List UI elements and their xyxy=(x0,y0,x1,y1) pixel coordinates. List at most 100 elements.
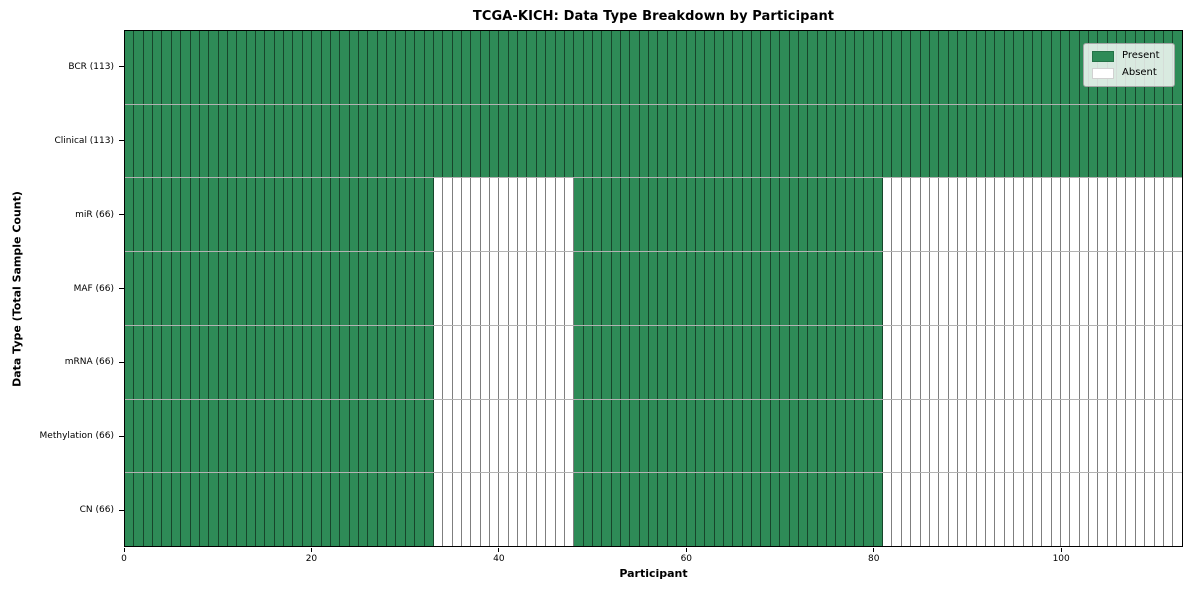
matrix-cell-absent xyxy=(939,473,949,547)
matrix-cell-absent xyxy=(920,178,930,252)
matrix-cell-absent xyxy=(911,399,921,473)
matrix-cell-absent xyxy=(892,252,902,325)
matrix-cell-present xyxy=(611,31,622,104)
matrix-cell-present xyxy=(302,325,313,399)
matrix-cell-absent xyxy=(1014,252,1024,325)
matrix-cell-absent xyxy=(433,252,444,325)
matrix-cell-absent xyxy=(1098,399,1108,473)
matrix-cell-present xyxy=(649,31,659,104)
matrix-cell-absent xyxy=(1042,178,1052,252)
matrix-cell-absent xyxy=(1051,473,1061,547)
matrix-cell-present xyxy=(808,31,818,104)
matrix-cell-present xyxy=(883,31,893,104)
matrix-cell-present xyxy=(621,104,631,178)
matrix-cell-absent xyxy=(508,399,519,473)
matrix-cell-present xyxy=(583,473,593,547)
matrix-cell-present xyxy=(864,178,874,252)
matrix-cell-present xyxy=(284,31,294,104)
matrix-cell-absent xyxy=(1032,178,1043,252)
matrix-cell-present xyxy=(592,104,603,178)
matrix-cell-present xyxy=(733,178,743,252)
matrix-cell-present xyxy=(256,252,266,325)
matrix-cell-present xyxy=(302,178,313,252)
matrix-cell-absent xyxy=(471,399,481,473)
matrix-cell-present xyxy=(405,325,416,399)
matrix-cell-absent xyxy=(995,473,1005,547)
matrix-cell-present xyxy=(677,325,687,399)
matrix-cell-present xyxy=(929,104,940,178)
matrix-cell-absent xyxy=(1060,325,1071,399)
datatype-row xyxy=(125,325,1182,400)
matrix-cell-present xyxy=(321,104,331,178)
matrix-cell-present xyxy=(808,178,818,252)
matrix-cell-present xyxy=(518,31,528,104)
matrix-cell-absent xyxy=(1107,252,1118,325)
matrix-cell-absent xyxy=(1042,325,1052,399)
matrix-cell-absent xyxy=(883,399,893,473)
matrix-cell-present xyxy=(752,473,762,547)
matrix-cell-present xyxy=(574,399,584,473)
matrix-cell-present xyxy=(125,178,135,252)
matrix-cell-present xyxy=(368,104,378,178)
matrix-cell-absent xyxy=(1135,252,1146,325)
matrix-cell-absent xyxy=(1004,473,1015,547)
matrix-cell-absent xyxy=(490,325,500,399)
matrix-cell-present xyxy=(265,473,275,547)
matrix-cell-present xyxy=(602,104,612,178)
matrix-cell-present xyxy=(256,178,266,252)
matrix-cell-present xyxy=(752,325,762,399)
matrix-cell-present xyxy=(630,178,640,252)
matrix-cell-present xyxy=(143,178,154,252)
matrix-cell-absent xyxy=(1032,325,1043,399)
matrix-cell-present xyxy=(293,473,303,547)
matrix-cell-present xyxy=(658,104,668,178)
y-tick-label: MAF (66) xyxy=(73,283,114,294)
matrix-cell-present xyxy=(190,473,200,547)
matrix-cell-absent xyxy=(948,252,958,325)
matrix-cell-present xyxy=(358,31,369,104)
matrix-cell-present xyxy=(387,473,397,547)
matrix-cell-present xyxy=(396,473,406,547)
matrix-cell-present xyxy=(686,473,696,547)
matrix-cell-absent xyxy=(1089,473,1099,547)
matrix-cell-absent xyxy=(976,473,987,547)
matrix-cell-present xyxy=(162,325,172,399)
matrix-cell-present xyxy=(742,252,753,325)
matrix-cell-present xyxy=(602,252,612,325)
matrix-cell-present xyxy=(218,252,228,325)
matrix-cell-present xyxy=(1135,104,1146,178)
legend-item-present: Present xyxy=(1092,50,1166,62)
matrix-cell-present xyxy=(855,325,865,399)
matrix-cell-present xyxy=(574,104,584,178)
matrix-cell-present xyxy=(855,399,865,473)
matrix-cell-present xyxy=(1032,31,1043,104)
x-tick-label: 40 xyxy=(493,554,505,564)
matrix-cell-absent xyxy=(1145,325,1155,399)
matrix-cell-present xyxy=(592,473,603,547)
matrix-cell-present xyxy=(630,399,640,473)
matrix-cell-present xyxy=(358,178,369,252)
matrix-cell-present xyxy=(1089,104,1099,178)
matrix-cell-absent xyxy=(546,473,556,547)
matrix-cell-absent xyxy=(555,325,565,399)
matrix-cell-absent xyxy=(883,325,893,399)
matrix-cell-present xyxy=(143,31,154,104)
matrix-cell-present xyxy=(1173,31,1182,104)
matrix-cell-absent xyxy=(1079,399,1090,473)
matrix-cell-present xyxy=(695,252,706,325)
matrix-cell-absent xyxy=(564,178,575,252)
matrix-cell-present xyxy=(546,31,556,104)
matrix-cell-present xyxy=(190,252,200,325)
matrix-cell-present xyxy=(658,178,668,252)
matrix-cell-absent xyxy=(1089,178,1099,252)
matrix-cell-present xyxy=(695,399,706,473)
matrix-cell-present xyxy=(967,31,977,104)
matrix-cell-absent xyxy=(1051,325,1061,399)
matrix-cell-present xyxy=(415,399,425,473)
matrix-cell-present xyxy=(190,325,200,399)
matrix-cell-present xyxy=(153,104,163,178)
matrix-cell-present xyxy=(199,104,210,178)
matrix-cell-absent xyxy=(967,178,977,252)
matrix-cell-present xyxy=(836,178,846,252)
matrix-cell-present xyxy=(845,31,856,104)
